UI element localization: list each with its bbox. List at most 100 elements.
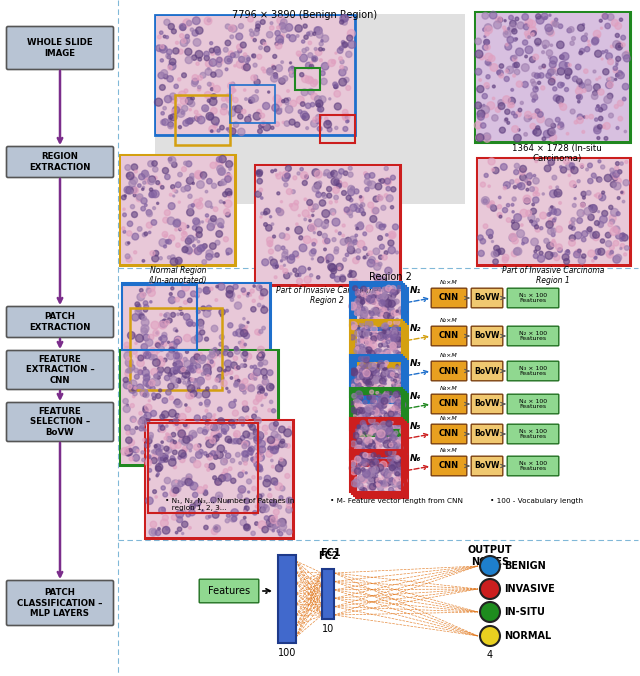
Circle shape [190, 364, 193, 366]
Circle shape [535, 109, 540, 114]
Circle shape [605, 233, 611, 238]
Circle shape [137, 293, 145, 301]
Circle shape [349, 236, 356, 243]
Circle shape [310, 62, 313, 64]
Circle shape [357, 460, 365, 468]
Circle shape [355, 400, 362, 408]
Circle shape [396, 429, 401, 434]
Circle shape [506, 203, 509, 207]
Circle shape [382, 393, 389, 400]
Circle shape [252, 54, 256, 58]
Circle shape [558, 24, 563, 28]
Circle shape [186, 392, 193, 399]
Circle shape [377, 387, 384, 393]
Circle shape [140, 292, 145, 297]
Circle shape [223, 351, 228, 356]
Circle shape [382, 309, 385, 311]
Circle shape [213, 525, 221, 532]
Circle shape [384, 166, 388, 170]
Circle shape [244, 333, 250, 339]
Circle shape [382, 394, 387, 399]
Circle shape [579, 82, 585, 89]
Circle shape [502, 26, 506, 29]
Circle shape [240, 384, 244, 389]
Circle shape [364, 345, 367, 349]
Circle shape [357, 365, 364, 371]
Circle shape [378, 320, 380, 322]
Circle shape [282, 174, 289, 181]
Circle shape [349, 204, 357, 212]
Circle shape [221, 473, 228, 479]
Bar [354, 422, 406, 464]
Circle shape [566, 70, 572, 74]
Circle shape [538, 112, 543, 118]
Circle shape [250, 453, 253, 456]
Circle shape [217, 445, 225, 452]
Circle shape [141, 198, 147, 204]
Circle shape [279, 523, 287, 531]
Circle shape [144, 232, 148, 236]
Circle shape [202, 510, 204, 512]
Circle shape [382, 277, 387, 282]
Circle shape [392, 458, 395, 460]
Text: N₆×M: N₆×M [440, 448, 458, 453]
Circle shape [394, 422, 402, 429]
Circle shape [221, 429, 226, 433]
Circle shape [132, 349, 137, 354]
Circle shape [196, 452, 200, 455]
Circle shape [377, 376, 382, 381]
Circle shape [211, 424, 218, 431]
Circle shape [525, 33, 531, 39]
Circle shape [376, 456, 379, 458]
Circle shape [126, 431, 130, 435]
Circle shape [372, 384, 377, 388]
Circle shape [179, 307, 182, 311]
Circle shape [364, 359, 367, 362]
Circle shape [382, 395, 385, 397]
Circle shape [217, 57, 222, 63]
Circle shape [160, 320, 167, 327]
Circle shape [577, 218, 582, 224]
Circle shape [386, 195, 393, 201]
Circle shape [168, 235, 175, 241]
Circle shape [308, 224, 314, 231]
Circle shape [125, 165, 131, 170]
Circle shape [146, 381, 153, 388]
Circle shape [284, 443, 287, 448]
Circle shape [497, 205, 502, 209]
Circle shape [199, 402, 202, 406]
Circle shape [290, 71, 292, 74]
Circle shape [187, 209, 194, 216]
Circle shape [134, 375, 140, 379]
Circle shape [228, 27, 233, 31]
Circle shape [577, 101, 580, 103]
Circle shape [364, 178, 370, 185]
Circle shape [204, 485, 207, 489]
Circle shape [386, 187, 390, 191]
Circle shape [137, 360, 144, 367]
Circle shape [515, 179, 519, 183]
Circle shape [389, 360, 395, 365]
Circle shape [547, 228, 554, 235]
Circle shape [244, 506, 246, 508]
Circle shape [388, 411, 394, 417]
Circle shape [371, 393, 374, 395]
Circle shape [171, 439, 174, 443]
Circle shape [381, 423, 386, 429]
Circle shape [391, 407, 395, 410]
Circle shape [245, 472, 247, 474]
Circle shape [180, 39, 188, 47]
Circle shape [356, 424, 364, 432]
Circle shape [182, 283, 189, 291]
Circle shape [495, 249, 501, 255]
Circle shape [218, 407, 222, 412]
Circle shape [604, 137, 608, 141]
Circle shape [207, 223, 214, 231]
Circle shape [524, 24, 529, 30]
Circle shape [516, 81, 522, 87]
Circle shape [372, 319, 376, 324]
Circle shape [260, 39, 266, 45]
Circle shape [532, 187, 538, 193]
Circle shape [213, 85, 220, 93]
Circle shape [178, 366, 185, 374]
